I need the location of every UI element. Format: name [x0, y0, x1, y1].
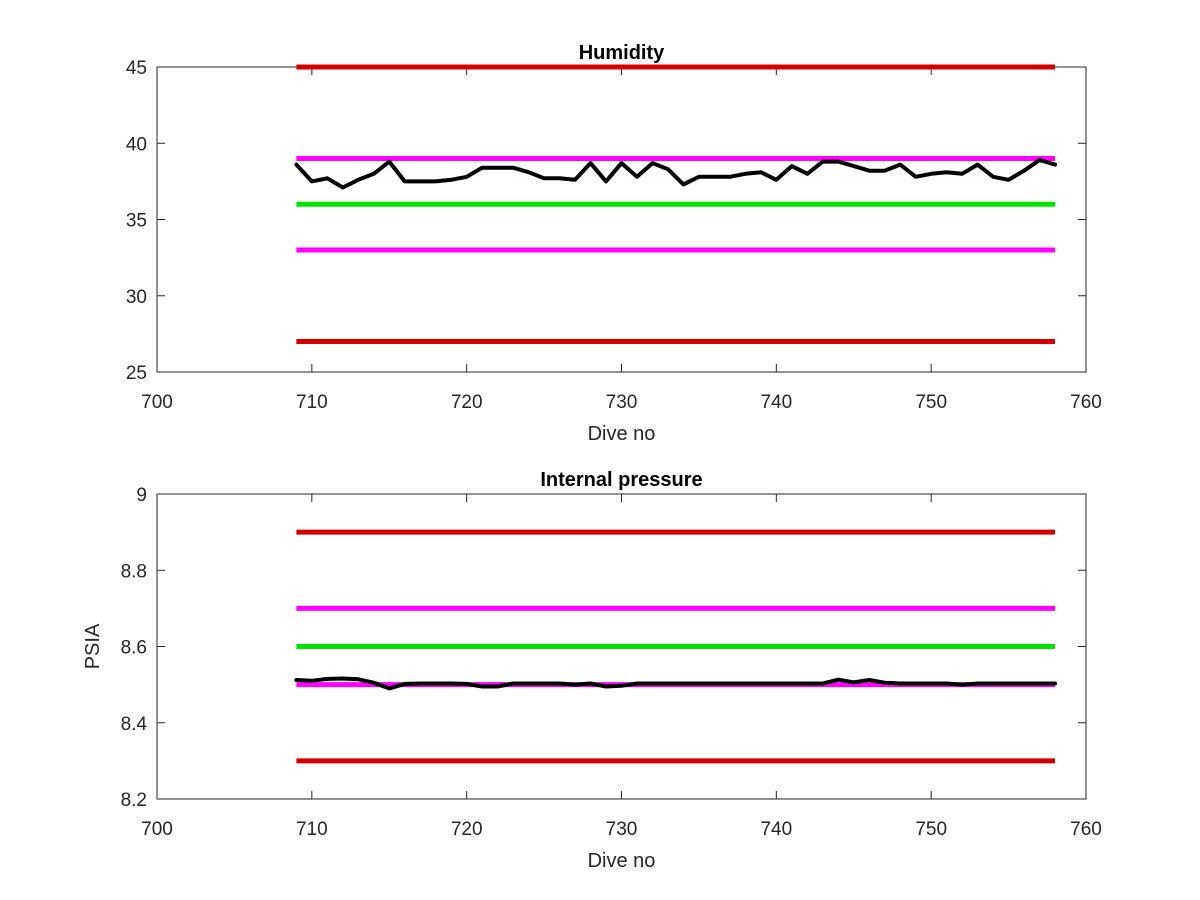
pressure-y-axis-label: PSIA [82, 623, 104, 669]
pressure-title: Internal pressure [540, 469, 702, 491]
pressure-x-tick-label: 750 [915, 819, 947, 840]
pressure-ticks: 700 710 720 730 740 750 760 8.2 8.4 8.6 8.8 9 [121, 485, 1102, 840]
pressure-plot: Internal pressure Dive no PSIA 700 710 720… [82, 469, 1102, 872]
pressure-x-tick-label: 700 [141, 819, 173, 840]
humidity-x-tick-label: 750 [915, 392, 947, 413]
humidity-plot: Humidity Dive no 700 710 720 730 740 750 760 25… [126, 42, 1102, 445]
pressure-y-tick-label: 8.2 [121, 790, 147, 811]
pressure-x-tick-label: 740 [760, 819, 792, 840]
humidity-y-tick-label: 45 [126, 58, 147, 79]
humidity-axes-box [156, 66, 1087, 373]
humidity-data-line [294, 158, 1057, 190]
pressure-data-line [294, 676, 1057, 691]
humidity-x-tick-label: 720 [451, 392, 483, 413]
humidity-x-tick-label: 760 [1070, 392, 1102, 413]
humidity-series [294, 158, 1057, 190]
humidity-y-tick-label: 25 [126, 363, 147, 384]
pressure-y-tick-label: 8.8 [121, 561, 147, 582]
pressure-x-tick-label: 760 [1070, 819, 1102, 840]
humidity-y-tick-label: 40 [126, 134, 147, 155]
humidity-title: Humidity [579, 42, 665, 64]
humidity-x-tick-label: 730 [606, 392, 638, 413]
humidity-x-axis-label: Dive no [588, 423, 656, 445]
pressure-x-tick-label: 710 [296, 819, 328, 840]
pressure-series [294, 676, 1057, 691]
humidity-y-tick-label: 35 [126, 211, 147, 232]
humidity-x-tick-label: 710 [296, 392, 328, 413]
pressure-x-tick-label: 720 [451, 819, 483, 840]
pressure-y-tick-label: 8.4 [121, 714, 148, 735]
humidity-x-tick-label: 740 [760, 392, 792, 413]
pressure-x-axis-label: Dive no [588, 850, 656, 872]
pressure-y-tick-label: 8.6 [121, 638, 147, 659]
humidity-ticks: 700 710 720 730 740 750 760 25 30 35 40 45 [126, 58, 1102, 413]
pressure-y-tick-label: 9 [136, 485, 147, 506]
humidity-x-tick-label: 700 [141, 392, 173, 413]
pressure-x-tick-label: 730 [606, 819, 638, 840]
humidity-limit-lines [296, 64, 1056, 344]
humidity-y-tick-label: 30 [126, 287, 147, 308]
